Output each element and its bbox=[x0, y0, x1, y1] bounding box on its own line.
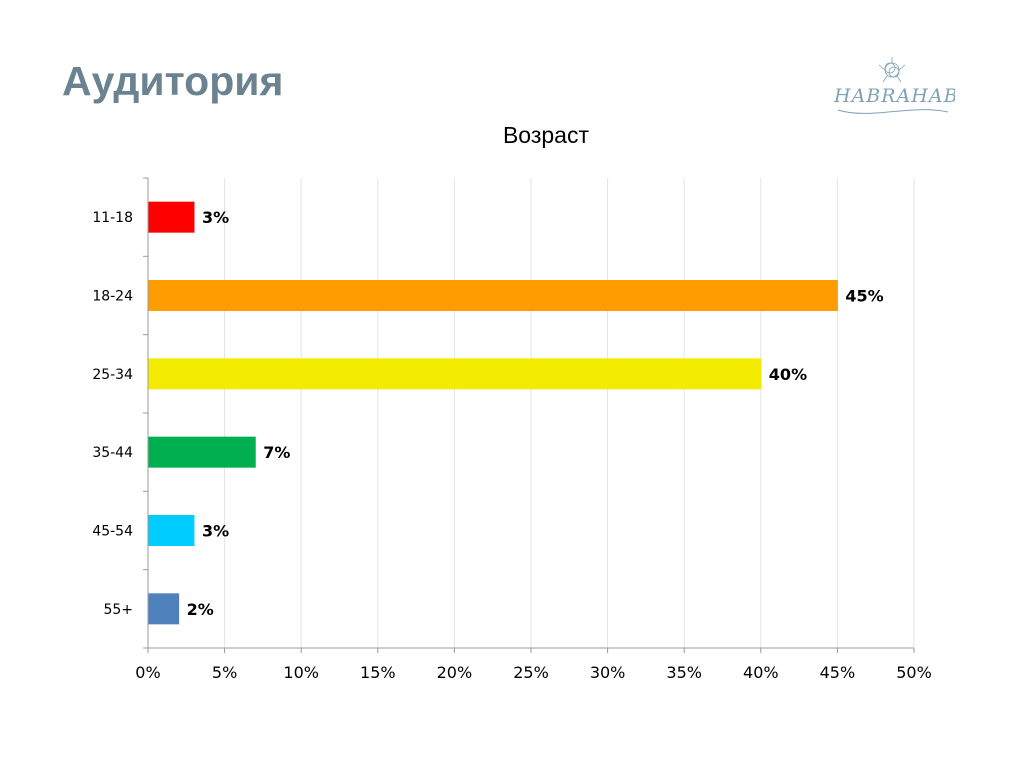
x-tick-label: 0% bbox=[135, 663, 160, 682]
logo-tangle-icon bbox=[878, 57, 906, 83]
data-label: 3% bbox=[202, 208, 229, 227]
bar-25-34 bbox=[148, 358, 762, 390]
x-tick-label: 5% bbox=[212, 663, 237, 682]
x-tick-label: 30% bbox=[590, 663, 626, 682]
chart-title: Возраст bbox=[502, 122, 590, 148]
logo-wordmark: HABRAHABR bbox=[833, 85, 955, 107]
bar-35-44 bbox=[148, 436, 256, 468]
x-tick-label: 45% bbox=[820, 663, 856, 682]
bar-45-54 bbox=[148, 515, 195, 546]
y-tick-label: 35-44 bbox=[92, 445, 133, 461]
bar-11-18 bbox=[148, 201, 195, 233]
bar-55+ bbox=[148, 593, 180, 625]
data-label: 2% bbox=[187, 600, 214, 619]
data-label: 45% bbox=[845, 287, 883, 306]
y-tick-label: 25-34 bbox=[92, 367, 133, 383]
logo-underline bbox=[837, 109, 949, 114]
x-tick-label: 35% bbox=[666, 663, 702, 682]
x-tick-label: 10% bbox=[283, 663, 319, 682]
data-label: 3% bbox=[202, 522, 229, 541]
y-tick-label: 55+ bbox=[103, 602, 133, 618]
data-label: 40% bbox=[769, 365, 807, 384]
y-tick-label: 18-24 bbox=[92, 289, 133, 305]
x-tick-label: 20% bbox=[437, 663, 473, 682]
x-tick-label: 25% bbox=[513, 663, 549, 682]
habrahabr-logo: HABRAHABR bbox=[833, 57, 955, 114]
x-tick-label: 50% bbox=[896, 663, 932, 682]
data-label: 7% bbox=[263, 443, 290, 462]
y-tick-label: 45-54 bbox=[92, 524, 133, 540]
x-tick-label: 40% bbox=[743, 663, 779, 682]
slide-title: Аудитория bbox=[62, 58, 284, 104]
bar-18-24 bbox=[148, 280, 838, 311]
y-tick-label: 11-18 bbox=[92, 210, 133, 226]
x-tick-label: 15% bbox=[360, 663, 396, 682]
